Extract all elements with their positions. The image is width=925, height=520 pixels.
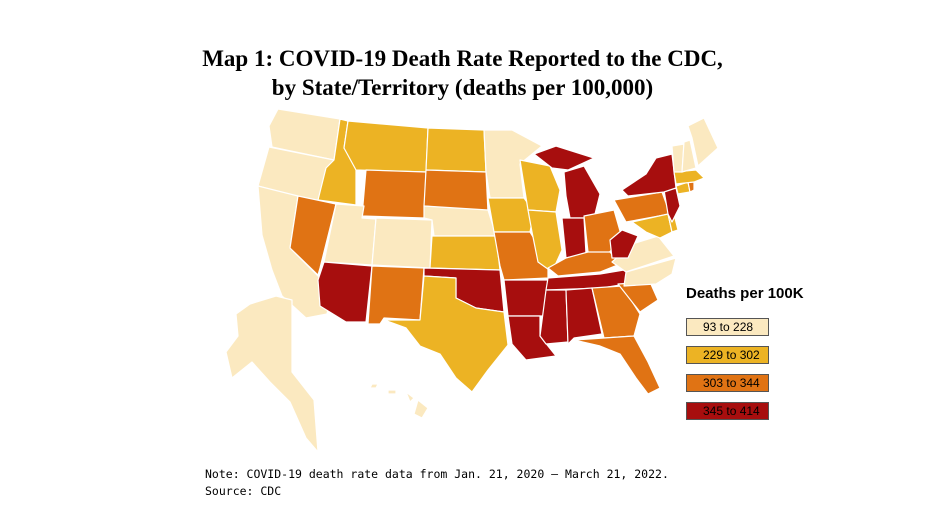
state-mn (483, 129, 543, 199)
state-ks (429, 235, 501, 271)
state-co (371, 217, 433, 269)
state-tx (383, 275, 509, 393)
state-mi-up (533, 145, 595, 171)
legend-swatch: 303 to 344 (686, 373, 769, 392)
state-nv (289, 195, 337, 276)
state-hi-4 (413, 399, 429, 419)
state-wy (361, 169, 427, 219)
state-me (687, 117, 719, 167)
state-ny (621, 153, 677, 197)
state-fl (573, 335, 661, 395)
state-nc (623, 257, 677, 287)
map-title-line-1: Map 1: COVID-19 Death Rate Reported to t… (202, 46, 723, 71)
state-nd (425, 127, 487, 173)
legend: Deaths per 100K 93 to 228 229 to 302 303… (686, 285, 804, 428)
map-title: Map 1: COVID-19 Death Rate Reported to t… (0, 44, 925, 102)
state-ar (503, 279, 549, 317)
legend-swatch: 93 to 228 (686, 317, 769, 336)
state-il (527, 209, 563, 273)
state-ga (591, 285, 641, 339)
state-mt (343, 120, 429, 173)
state-nh (681, 139, 697, 173)
state-wi (519, 159, 561, 213)
state-hi-1 (369, 383, 379, 389)
state-md (631, 213, 673, 239)
legend-item: 229 to 302 (686, 344, 804, 365)
state-mi (563, 165, 601, 219)
state-ms (539, 289, 569, 345)
source-text: Source: CDC (205, 484, 282, 498)
state-ma (673, 169, 705, 185)
state-in (561, 217, 587, 259)
state-wv (609, 229, 639, 259)
legend-label: 229 to 302 (703, 347, 760, 362)
state-hi-2 (387, 389, 397, 395)
legend-label: 345 to 414 (703, 403, 760, 418)
legend-label: 93 to 228 (703, 319, 754, 334)
state-al (565, 287, 603, 345)
legend-swatch: 345 to 414 (686, 401, 769, 420)
legend-item: 303 to 344 (686, 372, 804, 393)
footnote: Note: COVID-19 death rate data from Jan.… (205, 466, 669, 500)
state-sd (423, 169, 489, 213)
map-title-line-2: by State/Territory (deaths per 100,000) (271, 75, 654, 100)
state-hi-3 (405, 391, 415, 403)
state-nm (367, 265, 425, 325)
legend-label: 303 to 344 (703, 375, 760, 390)
state-ne (423, 205, 497, 237)
note-text: Note: COVID-19 death rate data from Jan.… (205, 467, 669, 481)
legend-item: 93 to 228 (686, 316, 804, 337)
state-ak (225, 295, 319, 453)
legend-swatch: 229 to 302 (686, 345, 769, 364)
legend-item: 345 to 414 (686, 400, 804, 421)
legend-title: Deaths per 100K (686, 285, 804, 302)
state-la (507, 315, 557, 361)
